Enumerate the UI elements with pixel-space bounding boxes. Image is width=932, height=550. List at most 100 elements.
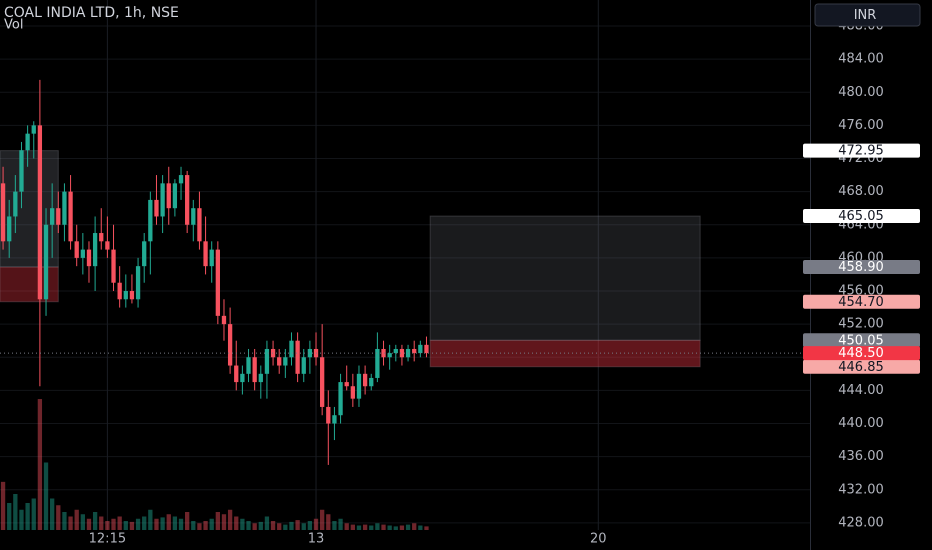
price-label: 446.85 [838,360,884,375]
volume-bar [142,516,147,530]
zone [429,339,701,368]
volume-bar [7,503,12,530]
candle-body [252,357,257,383]
candle-body [123,291,128,300]
volume-bar [405,524,411,530]
volume-bar [31,498,36,530]
volume-bar [13,494,18,530]
candle-body [234,365,239,383]
candle-body [344,382,349,387]
volume-bar [43,462,49,530]
candle-body [270,348,276,358]
candle-body [418,344,423,354]
candle-body [393,348,398,354]
price-label: 450.05 [838,333,884,348]
candle-body [37,125,43,300]
volume-bar [105,521,110,530]
currency[interactable]: INR [854,8,877,23]
candle-body [0,183,6,242]
volume-bar [344,523,349,530]
candle-body [246,357,251,374]
y-tick-label: 484.00 [838,52,884,67]
candle-body [240,373,245,383]
currency-badge[interactable] [814,3,921,27]
candle-body [178,175,184,184]
candle-body [117,282,122,300]
volume-bar [326,514,331,530]
volume-label: Vol [4,18,23,33]
price-label-box [803,333,920,348]
volume-bar [277,523,282,530]
candle-body [209,249,214,267]
candle-body [326,406,331,424]
candle-body [185,175,190,225]
candle-body [56,208,61,225]
y-tick-label: 432.00 [838,482,884,497]
y-tick-label: 428.00 [838,515,884,530]
candle-body [307,348,313,358]
volume-bar [166,514,171,530]
candle-body [362,373,368,387]
candle-body [135,266,141,300]
price-label-box [803,143,920,158]
candle-body [99,233,104,242]
candle-body [338,382,343,416]
volume-bar [99,516,104,530]
volume-bar [338,518,343,530]
y-tick-label: 440.00 [838,416,884,431]
candle-body [412,348,417,354]
candle-body [154,199,159,217]
volume-bar [418,525,423,530]
x-tick-label: 20 [590,532,607,547]
volume-bar [295,520,300,530]
candle-body [283,357,288,366]
volume-bar [221,514,227,530]
candle-body [50,208,55,225]
candle-body [80,249,85,258]
volume-bar [111,518,116,530]
volume-bar [160,517,165,530]
candle-body [332,415,337,424]
candle-body [31,125,36,134]
candle-body [62,191,67,225]
candle-body [105,241,110,250]
volume-bar [25,503,30,530]
volume-bar [270,521,276,530]
candle-body [227,324,233,366]
candle-body [375,348,380,378]
volume-bar [387,525,392,530]
volume-bar [381,524,386,530]
candle-body [142,241,147,267]
candle-body [356,373,362,399]
y-tick-label: 476.00 [838,118,884,133]
y-tick-label: 436.00 [838,449,884,464]
candle-body [68,191,73,242]
volume-bar [258,521,263,530]
price-label: 465.05 [838,209,884,224]
candle-body [424,344,429,354]
candle-body [111,249,116,283]
volume-bar [50,498,55,530]
volume-bar [252,523,257,530]
candle-body [399,348,405,358]
volume-bar [148,509,153,530]
plot: 428.00432.00436.00440.00444.00448.00452.… [0,0,884,547]
volume-bar [68,516,73,530]
candle-body [13,191,18,217]
volume-bar [301,523,306,530]
y-tick-label: 480.00 [838,85,884,100]
volume-bar [246,521,251,530]
candle-body [191,208,196,225]
volume-bar [154,518,159,530]
candle-body [264,348,270,374]
volume-bar [178,518,184,530]
candle-body [258,373,263,383]
volume-bar [234,516,239,530]
y-tick-label: 468.00 [838,184,884,199]
volume-bar [37,399,43,530]
price-label-box [803,346,920,361]
volume-bar [289,521,294,530]
candle-body [369,377,374,387]
